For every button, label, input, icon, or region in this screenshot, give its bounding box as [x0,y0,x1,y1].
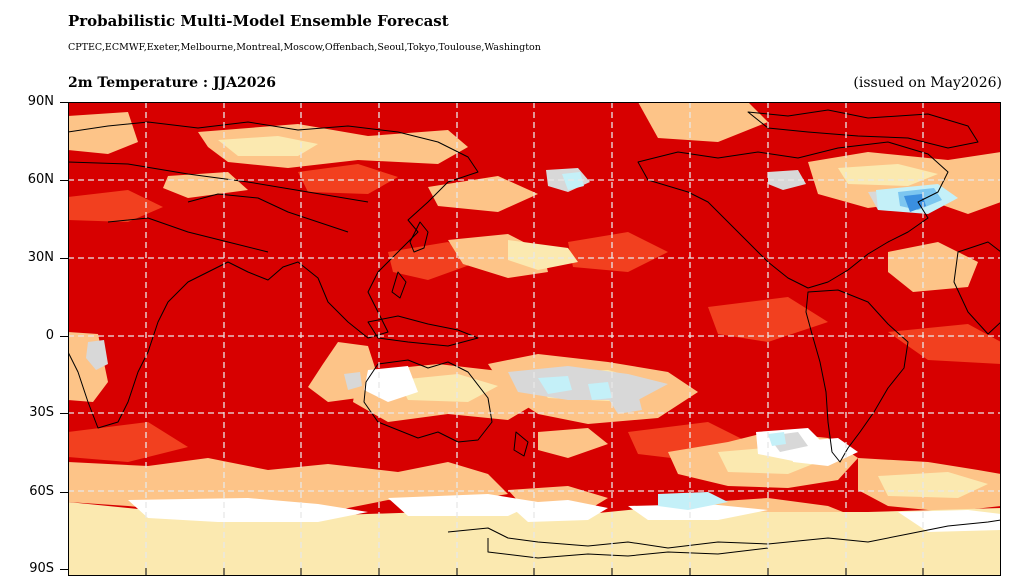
lat-tick [60,336,68,337]
lat-tick [60,102,68,103]
lat-label-eq: 0 [45,328,54,343]
lat-label-60s: 60S [29,484,54,499]
lat-label-90n: 90N [27,94,54,109]
contributing-centers: CPTEC,ECMWF,Exeter,Melbourne,Montreal,Mo… [68,42,541,53]
issued-date: (issued on May2026) [853,75,1002,91]
lat-label-30n: 30N [27,250,54,265]
lat-tick [60,569,68,570]
probability-field-neutral [128,366,1001,532]
lat-label-60n: 60N [27,172,54,187]
lat-tick [60,258,68,259]
figure-title: Probabilistic Multi-Model Ensemble Forec… [68,12,449,30]
variable-season-title: 2m Temperature : JJA2026 [68,75,277,91]
lon-ticks [68,568,924,576]
coastlines [68,109,1001,559]
lat-label-90s: 90S [29,561,54,576]
lat-tick [60,180,68,181]
forecast-map [68,102,1001,576]
probability-field-strong-below [904,194,926,212]
lat-label-30s: 30S [29,405,54,420]
gridlines [68,102,1001,576]
lat-tick [60,413,68,414]
lat-tick [60,492,68,493]
forecast-map-svg [68,102,1001,576]
